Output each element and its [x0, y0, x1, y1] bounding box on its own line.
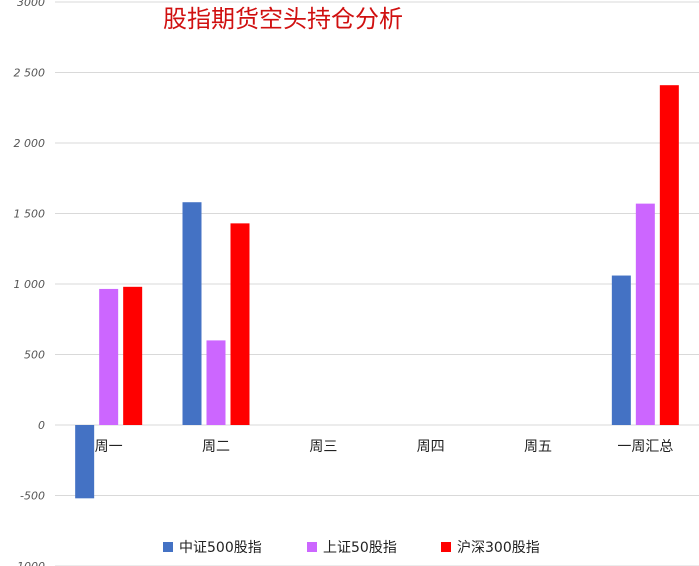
chart-title: 股指期货空头持仓分析 — [163, 5, 403, 33]
bar — [123, 286, 143, 425]
x-category-label: 周二 — [202, 439, 230, 455]
y-tick-label: 500 — [24, 349, 45, 362]
legend-label: 沪深300股指 — [457, 540, 540, 556]
y-tick-label: 2 500 — [14, 67, 46, 80]
y-tick-label: 2 000 — [14, 137, 46, 150]
bars — [75, 85, 679, 499]
gridlines — [55, 1, 699, 566]
legend-label: 中证500股指 — [179, 540, 262, 556]
legend-swatch — [163, 542, 173, 552]
x-category-label: 周五 — [524, 439, 552, 455]
bar — [659, 85, 679, 425]
legend-swatch — [441, 542, 451, 552]
y-tick-label: -500 — [20, 490, 45, 503]
x-category-label: 周一 — [95, 439, 123, 455]
bar — [182, 202, 202, 425]
bar — [635, 203, 655, 425]
bar — [99, 288, 119, 425]
bar — [206, 340, 226, 425]
y-tick-label: 0 — [38, 419, 45, 432]
legend: 中证500股指 上证50股指 沪深300股指 — [163, 540, 540, 556]
legend-swatch — [307, 542, 317, 552]
y-tick-label: 3000 — [17, 0, 45, 9]
x-axis-category-labels: 周一 周二 周三 周四 周五 一周汇总 — [95, 439, 674, 455]
bar — [75, 425, 95, 499]
y-tick-label: 1 500 — [14, 208, 46, 221]
bar — [611, 275, 631, 425]
x-category-label: 一周汇总 — [617, 439, 673, 455]
x-category-label: 周四 — [417, 439, 445, 455]
y-tick-label: 1 000 — [14, 278, 46, 291]
legend-label: 上证50股指 — [323, 540, 397, 556]
bar — [230, 223, 250, 425]
x-category-label: 周三 — [309, 439, 337, 455]
